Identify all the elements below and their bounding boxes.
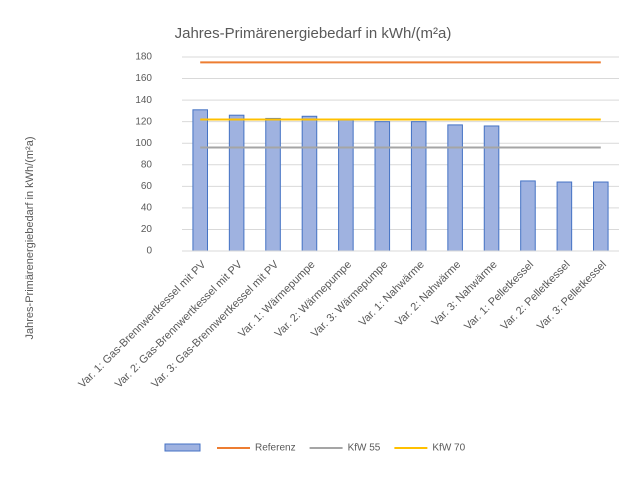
bar — [520, 180, 536, 252]
x-tick-label: Var. 2: Gas-Brennwertkessel mit PV — [113, 258, 245, 390]
bar — [192, 109, 208, 252]
chart-title: Jahres-Primärenergiebedarf in kWh/(m²a) — [175, 25, 452, 42]
y-tick-label: 140 — [135, 95, 152, 106]
y-tick-label: 80 — [141, 159, 153, 170]
legend-label: KfW 70 — [432, 443, 465, 454]
bar — [374, 121, 391, 252]
y-tick-label: 180 — [135, 52, 152, 63]
x-tick-label: Var. 1: Nahwärme — [357, 259, 427, 329]
bar — [338, 119, 354, 252]
y-tick-label: 60 — [141, 181, 153, 192]
y-tick-label: 100 — [135, 138, 152, 149]
x-tick-label: Var. 3: Gas-Brennwertkessel mit PV — [149, 258, 281, 390]
y-tick-label: 120 — [135, 116, 152, 127]
legend-label: KfW 55 — [348, 443, 381, 454]
bar — [483, 125, 500, 252]
x-tick-label: Var. 3: Pelletkessel — [535, 259, 609, 333]
x-tick-label: Var. 2: Pelletkessel — [498, 259, 572, 333]
bar — [265, 117, 281, 252]
x-tick-label: Var. 1: Gas-Brennwertkessel mit PV — [76, 258, 208, 390]
y-tick-label: 0 — [146, 246, 152, 257]
y-axis-title: Jahres-Primärenergiebedarf in kWh/(m²a) — [24, 137, 36, 340]
bar — [556, 181, 573, 252]
bar — [301, 115, 318, 252]
x-tick-label: Var. 1: Pelletkessel — [462, 259, 536, 333]
bar — [410, 121, 427, 252]
x-tick-label: Var. 2: Nahwärme — [393, 259, 463, 329]
legend-label: Referenz — [255, 443, 296, 454]
bar — [447, 124, 463, 252]
bar — [593, 181, 609, 252]
legend-swatch — [164, 443, 201, 452]
bar — [228, 114, 245, 252]
y-tick-label: 20 — [141, 224, 153, 235]
y-tick-label: 160 — [135, 73, 152, 84]
y-tick-label: 40 — [141, 203, 153, 214]
x-tick-label: Var. 3: Nahwärme — [430, 259, 500, 329]
